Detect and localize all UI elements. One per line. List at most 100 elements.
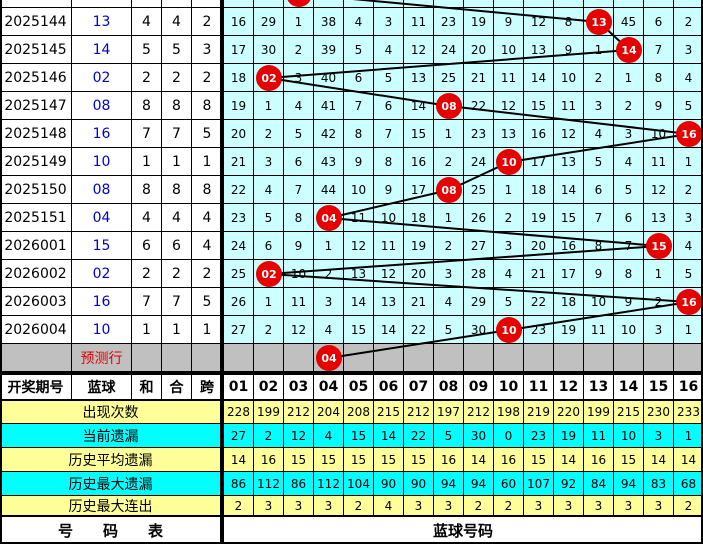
stat-value: 219 (524, 401, 554, 424)
sum-cell: 4 (132, 8, 162, 36)
stat-value: 199 (584, 401, 614, 424)
prediction-grid-cell[interactable] (644, 344, 674, 372)
miss-count-cell: 20 (404, 260, 434, 288)
miss-count-cell: 3 (674, 36, 703, 64)
miss-count-cell: 7 (614, 232, 644, 260)
stat-value: 3 (434, 496, 464, 516)
stat-label: 历史平均遗漏 (0, 448, 222, 472)
miss-count-cell: 14 (344, 288, 374, 316)
header-number: 03 (284, 374, 314, 400)
miss-count-cell: 1 (674, 316, 703, 344)
he-cell: 7 (162, 120, 192, 148)
stat-value: 90 (404, 472, 434, 496)
grid-cell (254, 0, 284, 8)
prediction-cell (0, 344, 72, 372)
prediction-grid-cell[interactable] (674, 344, 703, 372)
prediction-grid-cell[interactable] (404, 344, 434, 372)
span-cell: 1 (192, 316, 223, 344)
miss-count-cell: 5 (614, 176, 644, 204)
prediction-grid-cell[interactable] (494, 344, 524, 372)
he-cell: 1 (162, 316, 192, 344)
prediction-grid-cell[interactable] (614, 344, 644, 372)
span-cell: 4 (192, 232, 223, 260)
span-cell: 1 (192, 148, 223, 176)
miss-count-cell: 21 (404, 288, 434, 316)
stat-value: 14 (464, 448, 494, 472)
divider (0, 372, 703, 375)
grid-cell (614, 0, 644, 8)
prediction-grid-cell[interactable] (464, 344, 494, 372)
blue-number-cell: 10 (72, 148, 132, 176)
prediction-grid-cell[interactable] (584, 344, 614, 372)
miss-count-cell: 4 (434, 288, 464, 316)
miss-count-cell: 3 (494, 232, 524, 260)
miss-count-cell: 1 (584, 36, 614, 64)
miss-count-cell: 15 (554, 204, 584, 232)
miss-count-cell: 1 (314, 232, 344, 260)
miss-count-cell: 1 (674, 148, 703, 176)
miss-count-cell: 5 (584, 148, 614, 176)
span-cell: 2 (192, 8, 223, 36)
prediction-grid-cell[interactable] (224, 344, 254, 372)
miss-count-cell: 7 (344, 92, 374, 120)
header-span: 跨 (192, 374, 223, 400)
stat-value: 2 (464, 496, 494, 516)
header-number: 11 (524, 374, 554, 400)
miss-count-cell: 43 (314, 148, 344, 176)
stat-value: 212 (464, 401, 494, 424)
he-cell: 6 (162, 232, 192, 260)
sum-cell: 6 (132, 232, 162, 260)
stat-value: 2 (674, 496, 703, 516)
blue-ball-marker: 08 (436, 177, 462, 203)
miss-count-cell: 13 (404, 64, 434, 92)
miss-count-cell: 3 (584, 92, 614, 120)
miss-count-cell: 3 (314, 288, 344, 316)
stat-value: 15 (524, 448, 554, 472)
miss-count-cell: 1 (614, 64, 644, 92)
blue-number-cell: 08 (72, 176, 132, 204)
miss-count-cell: 5 (284, 120, 314, 148)
miss-count-cell: 9 (344, 148, 374, 176)
miss-count-cell: 11 (554, 92, 584, 120)
miss-count-cell: 2 (314, 260, 344, 288)
partial-row-cell (72, 0, 132, 8)
prediction-grid-cell[interactable] (524, 344, 554, 372)
sum-cell: 8 (132, 92, 162, 120)
stat-label: 历史最大连出 (0, 496, 222, 516)
stat-value: 14 (644, 448, 674, 472)
stat-label: 出现次数 (0, 401, 222, 424)
miss-count-cell: 21 (464, 64, 494, 92)
prediction-grid-cell[interactable] (284, 344, 314, 372)
span-cell: 5 (192, 120, 223, 148)
period-cell: 2026003 (0, 288, 72, 316)
prediction-grid-cell[interactable] (254, 344, 284, 372)
header-sum: 和 (132, 374, 162, 400)
miss-count-cell: 9 (374, 176, 404, 204)
prediction-grid-cell[interactable] (434, 344, 464, 372)
prediction-grid-cell[interactable] (374, 344, 404, 372)
stat-value: 3 (254, 496, 284, 516)
stat-value: 4 (314, 424, 344, 448)
header-number: 09 (464, 374, 494, 400)
stat-value: 3 (554, 496, 584, 516)
stat-value: 2 (344, 496, 374, 516)
miss-count-cell: 14 (374, 316, 404, 344)
partial-row-cell (162, 0, 192, 8)
miss-count-cell: 13 (644, 204, 674, 232)
grid-cell (584, 0, 614, 8)
blue-ball-marker: 16 (676, 121, 702, 147)
miss-count-cell: 12 (374, 260, 404, 288)
stat-value: 94 (614, 472, 644, 496)
header-number: 13 (584, 374, 614, 400)
partial-row-cell (192, 0, 223, 8)
stat-value: 27 (224, 424, 254, 448)
miss-count-cell: 5 (374, 64, 404, 92)
stat-value: 212 (404, 401, 434, 424)
header-number: 15 (644, 374, 674, 400)
footer-right: 蓝球号码 (224, 517, 703, 544)
prediction-grid-cell[interactable] (554, 344, 584, 372)
prediction-grid-cell[interactable] (344, 344, 374, 372)
stat-value: 0 (494, 424, 524, 448)
stat-value: 19 (554, 424, 584, 448)
miss-count-cell: 7 (374, 120, 404, 148)
